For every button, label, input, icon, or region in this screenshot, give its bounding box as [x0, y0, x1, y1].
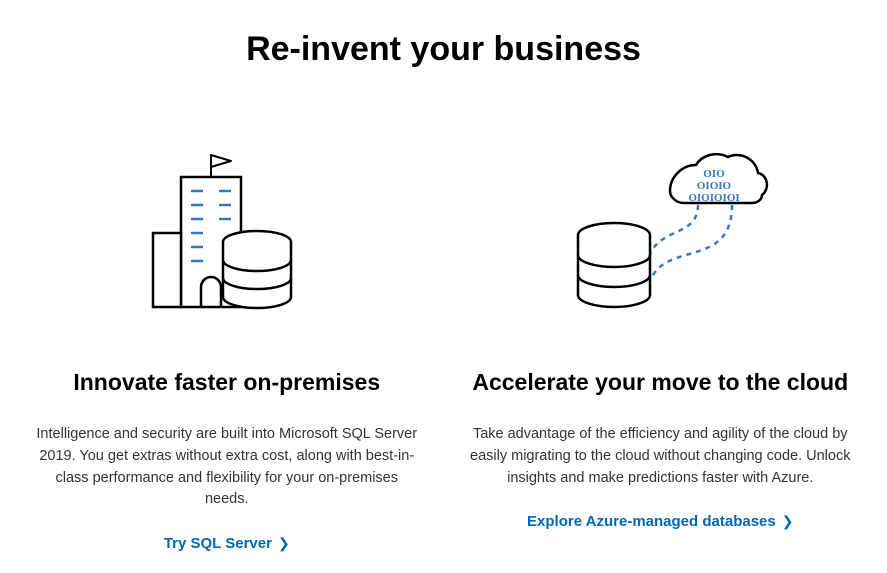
column-onprem: Innovate faster on-premises Intelligence… — [30, 129, 424, 553]
building-database-icon — [30, 129, 424, 329]
cta-label-cloud: Explore Azure-managed databases — [527, 513, 776, 530]
chevron-right-icon: ❯ — [782, 513, 794, 530]
column-text-onprem: Intelligence and security are built into… — [30, 424, 424, 511]
svg-text:OIO: OIO — [704, 168, 726, 180]
chevron-right-icon: ❯ — [278, 535, 290, 552]
cta-label-onprem: Try SQL Server — [164, 535, 272, 552]
columns-wrapper: Innovate faster on-premises Intelligence… — [30, 129, 857, 553]
cloud-database-icon: OIO OIOIO OIOIOIOI — [464, 129, 858, 329]
try-sql-server-link[interactable]: Try SQL Server ❯ — [164, 535, 290, 552]
column-cloud: OIO OIOIO OIOIOIOI Accelerate your move — [464, 129, 858, 553]
svg-text:OIOIO: OIOIO — [697, 180, 732, 192]
svg-text:OIOIOIOI: OIOIOIOI — [689, 192, 740, 204]
column-title-onprem: Innovate faster on-premises — [30, 369, 424, 396]
explore-azure-link[interactable]: Explore Azure-managed databases ❯ — [527, 513, 793, 530]
column-text-cloud: Take advantage of the efficiency and agi… — [464, 424, 858, 489]
column-title-cloud: Accelerate your move to the cloud — [464, 369, 858, 396]
page-title: Re-invent your business — [30, 30, 857, 69]
